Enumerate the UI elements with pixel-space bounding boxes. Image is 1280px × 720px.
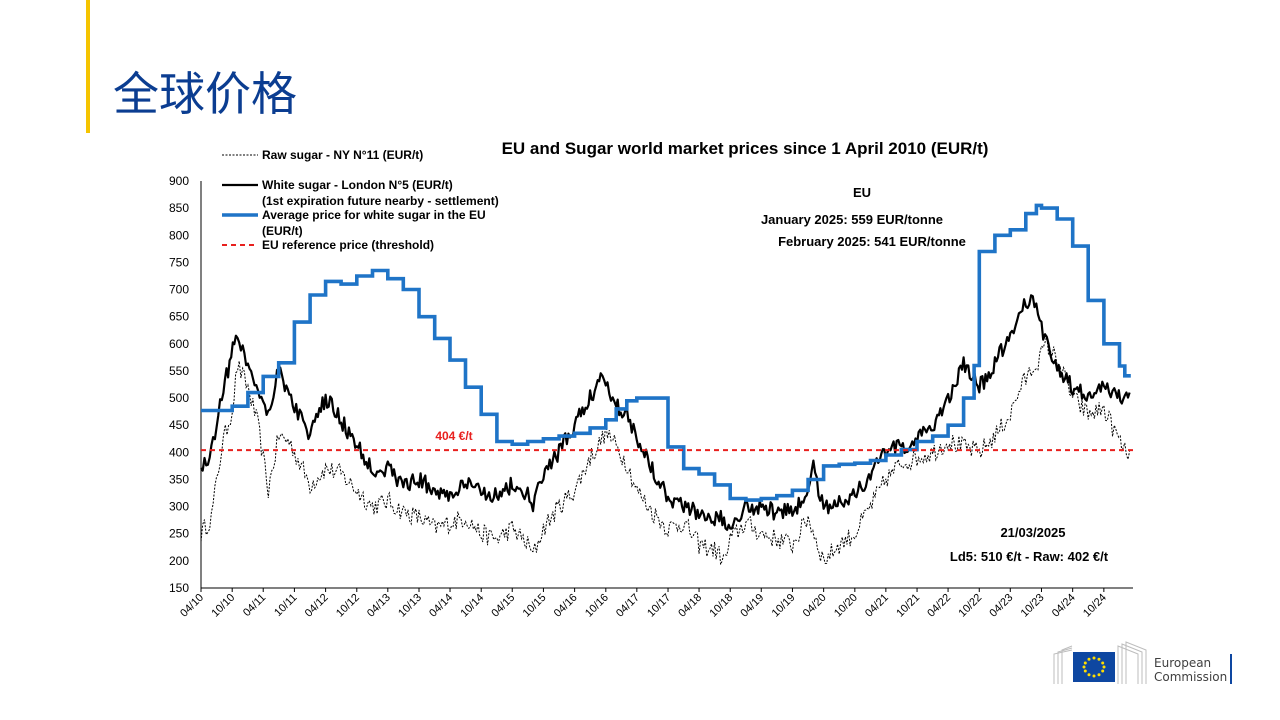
legend-item-ref: EU reference price (threshold) bbox=[222, 238, 434, 252]
eu-heading: EU bbox=[853, 185, 871, 200]
x-tick-label: 04/14 bbox=[427, 592, 455, 620]
y-tick-label: 300 bbox=[169, 500, 189, 514]
slide-title: 全球价格 bbox=[113, 67, 297, 121]
y-tick-label: 800 bbox=[169, 228, 189, 242]
ec-logo-bar bbox=[1230, 654, 1232, 684]
x-tick-label: 04/17 bbox=[614, 592, 642, 620]
eu-flag-icon bbox=[1073, 652, 1115, 682]
x-tick-label: 04/19 bbox=[738, 592, 766, 620]
legend-item-eu: Average price for white sugar in the EU (… bbox=[222, 208, 486, 238]
y-tick-label: 500 bbox=[169, 391, 189, 405]
series-eu-average-line bbox=[201, 203, 1131, 502]
x-tick-label: 04/21 bbox=[863, 592, 891, 620]
eu-stars-icon bbox=[1082, 656, 1106, 678]
y-tick-label: 350 bbox=[169, 472, 189, 486]
eu-jan-label: January 2025: 559 EUR/tonne bbox=[761, 212, 943, 227]
x-tick-label: 04/23 bbox=[987, 592, 1015, 620]
x-tick-label: 10/18 bbox=[707, 592, 735, 620]
legend-label-raw: Raw sugar - NY N°11 (EUR/t) bbox=[262, 148, 423, 162]
y-tick-label: 550 bbox=[169, 364, 189, 378]
x-tick-label: 04/16 bbox=[552, 592, 580, 620]
x-tick-label: 10/15 bbox=[521, 592, 549, 620]
x-tick-label: 04/11 bbox=[241, 592, 268, 619]
latest-prices-label: Ld5: 510 €/t - Raw: 402 €/t bbox=[950, 549, 1109, 564]
ec-logo-lines bbox=[1053, 641, 1147, 684]
x-tick-label: 04/10 bbox=[178, 592, 206, 620]
x-tick-label: 10/24 bbox=[1081, 592, 1109, 620]
legend-label-eu: Average price for white sugar in the EU bbox=[262, 208, 486, 222]
y-tick-label: 850 bbox=[169, 201, 189, 215]
y-tick-label: 250 bbox=[169, 527, 189, 541]
y-tick-label: 400 bbox=[169, 445, 189, 459]
legend-sublabel-white: (1st expiration future nearby - settleme… bbox=[262, 194, 499, 208]
x-tick-label: 04/18 bbox=[676, 592, 704, 620]
x-tick-label: 10/10 bbox=[209, 592, 237, 620]
x-tick-label: 10/14 bbox=[458, 592, 486, 620]
x-tick-label: 04/13 bbox=[365, 592, 393, 620]
y-tick-label: 450 bbox=[169, 418, 189, 432]
legend-sublabel-eu: (EUR/t) bbox=[262, 224, 303, 238]
x-tick-label: 04/22 bbox=[925, 592, 953, 620]
y-tick-label: 750 bbox=[169, 255, 189, 269]
x-tick-label: 10/23 bbox=[1019, 592, 1047, 620]
x-tick-label: 04/12 bbox=[303, 592, 331, 620]
y-tick-label: 150 bbox=[169, 581, 189, 595]
y-tick-label: 650 bbox=[169, 310, 189, 324]
x-tick-label: 04/15 bbox=[489, 592, 517, 620]
legend-item-raw: Raw sugar - NY N°11 (EUR/t) bbox=[222, 148, 423, 162]
legend-label-ref: EU reference price (threshold) bbox=[262, 238, 434, 252]
x-tick-label: 10/17 bbox=[645, 592, 673, 620]
series-white-sugar-line bbox=[200, 294, 1131, 531]
x-tick-label: 10/19 bbox=[770, 592, 798, 620]
y-tick-label: 600 bbox=[169, 337, 189, 351]
ec-logo-text: European Commission bbox=[1154, 656, 1228, 684]
legend-label-white: White sugar - London N°5 (EUR/t) bbox=[262, 178, 453, 192]
y-tick-label: 900 bbox=[169, 174, 189, 188]
reference-price-label: 404 €/t bbox=[435, 429, 472, 443]
x-tick-label: 10/16 bbox=[583, 592, 611, 620]
y-tick-label: 200 bbox=[169, 554, 189, 568]
legend-item-white: White sugar - London N°5 (EUR/t) (1st exp… bbox=[222, 178, 499, 208]
x-tick-label: 10/22 bbox=[956, 592, 984, 620]
eu-feb-label: February 2025: 541 EUR/tonne bbox=[778, 234, 966, 249]
x-tick-label: 04/20 bbox=[801, 592, 829, 620]
y-tick-label: 700 bbox=[169, 283, 189, 297]
x-tick-label: 10/21 bbox=[894, 592, 922, 620]
x-tick-label: 10/11 bbox=[272, 592, 299, 619]
accent-bar bbox=[86, 0, 90, 133]
x-tick-label: 04/24 bbox=[1050, 592, 1078, 620]
european-commission-logo: European Commission bbox=[1052, 636, 1232, 686]
chart-title: EU and Sugar world market prices since 1… bbox=[502, 139, 989, 158]
latest-date-label: 21/03/2025 bbox=[1000, 525, 1065, 540]
x-tick-label: 10/13 bbox=[396, 592, 424, 620]
x-tick-label: 10/12 bbox=[334, 592, 362, 620]
x-tick-label: 10/20 bbox=[832, 592, 860, 620]
